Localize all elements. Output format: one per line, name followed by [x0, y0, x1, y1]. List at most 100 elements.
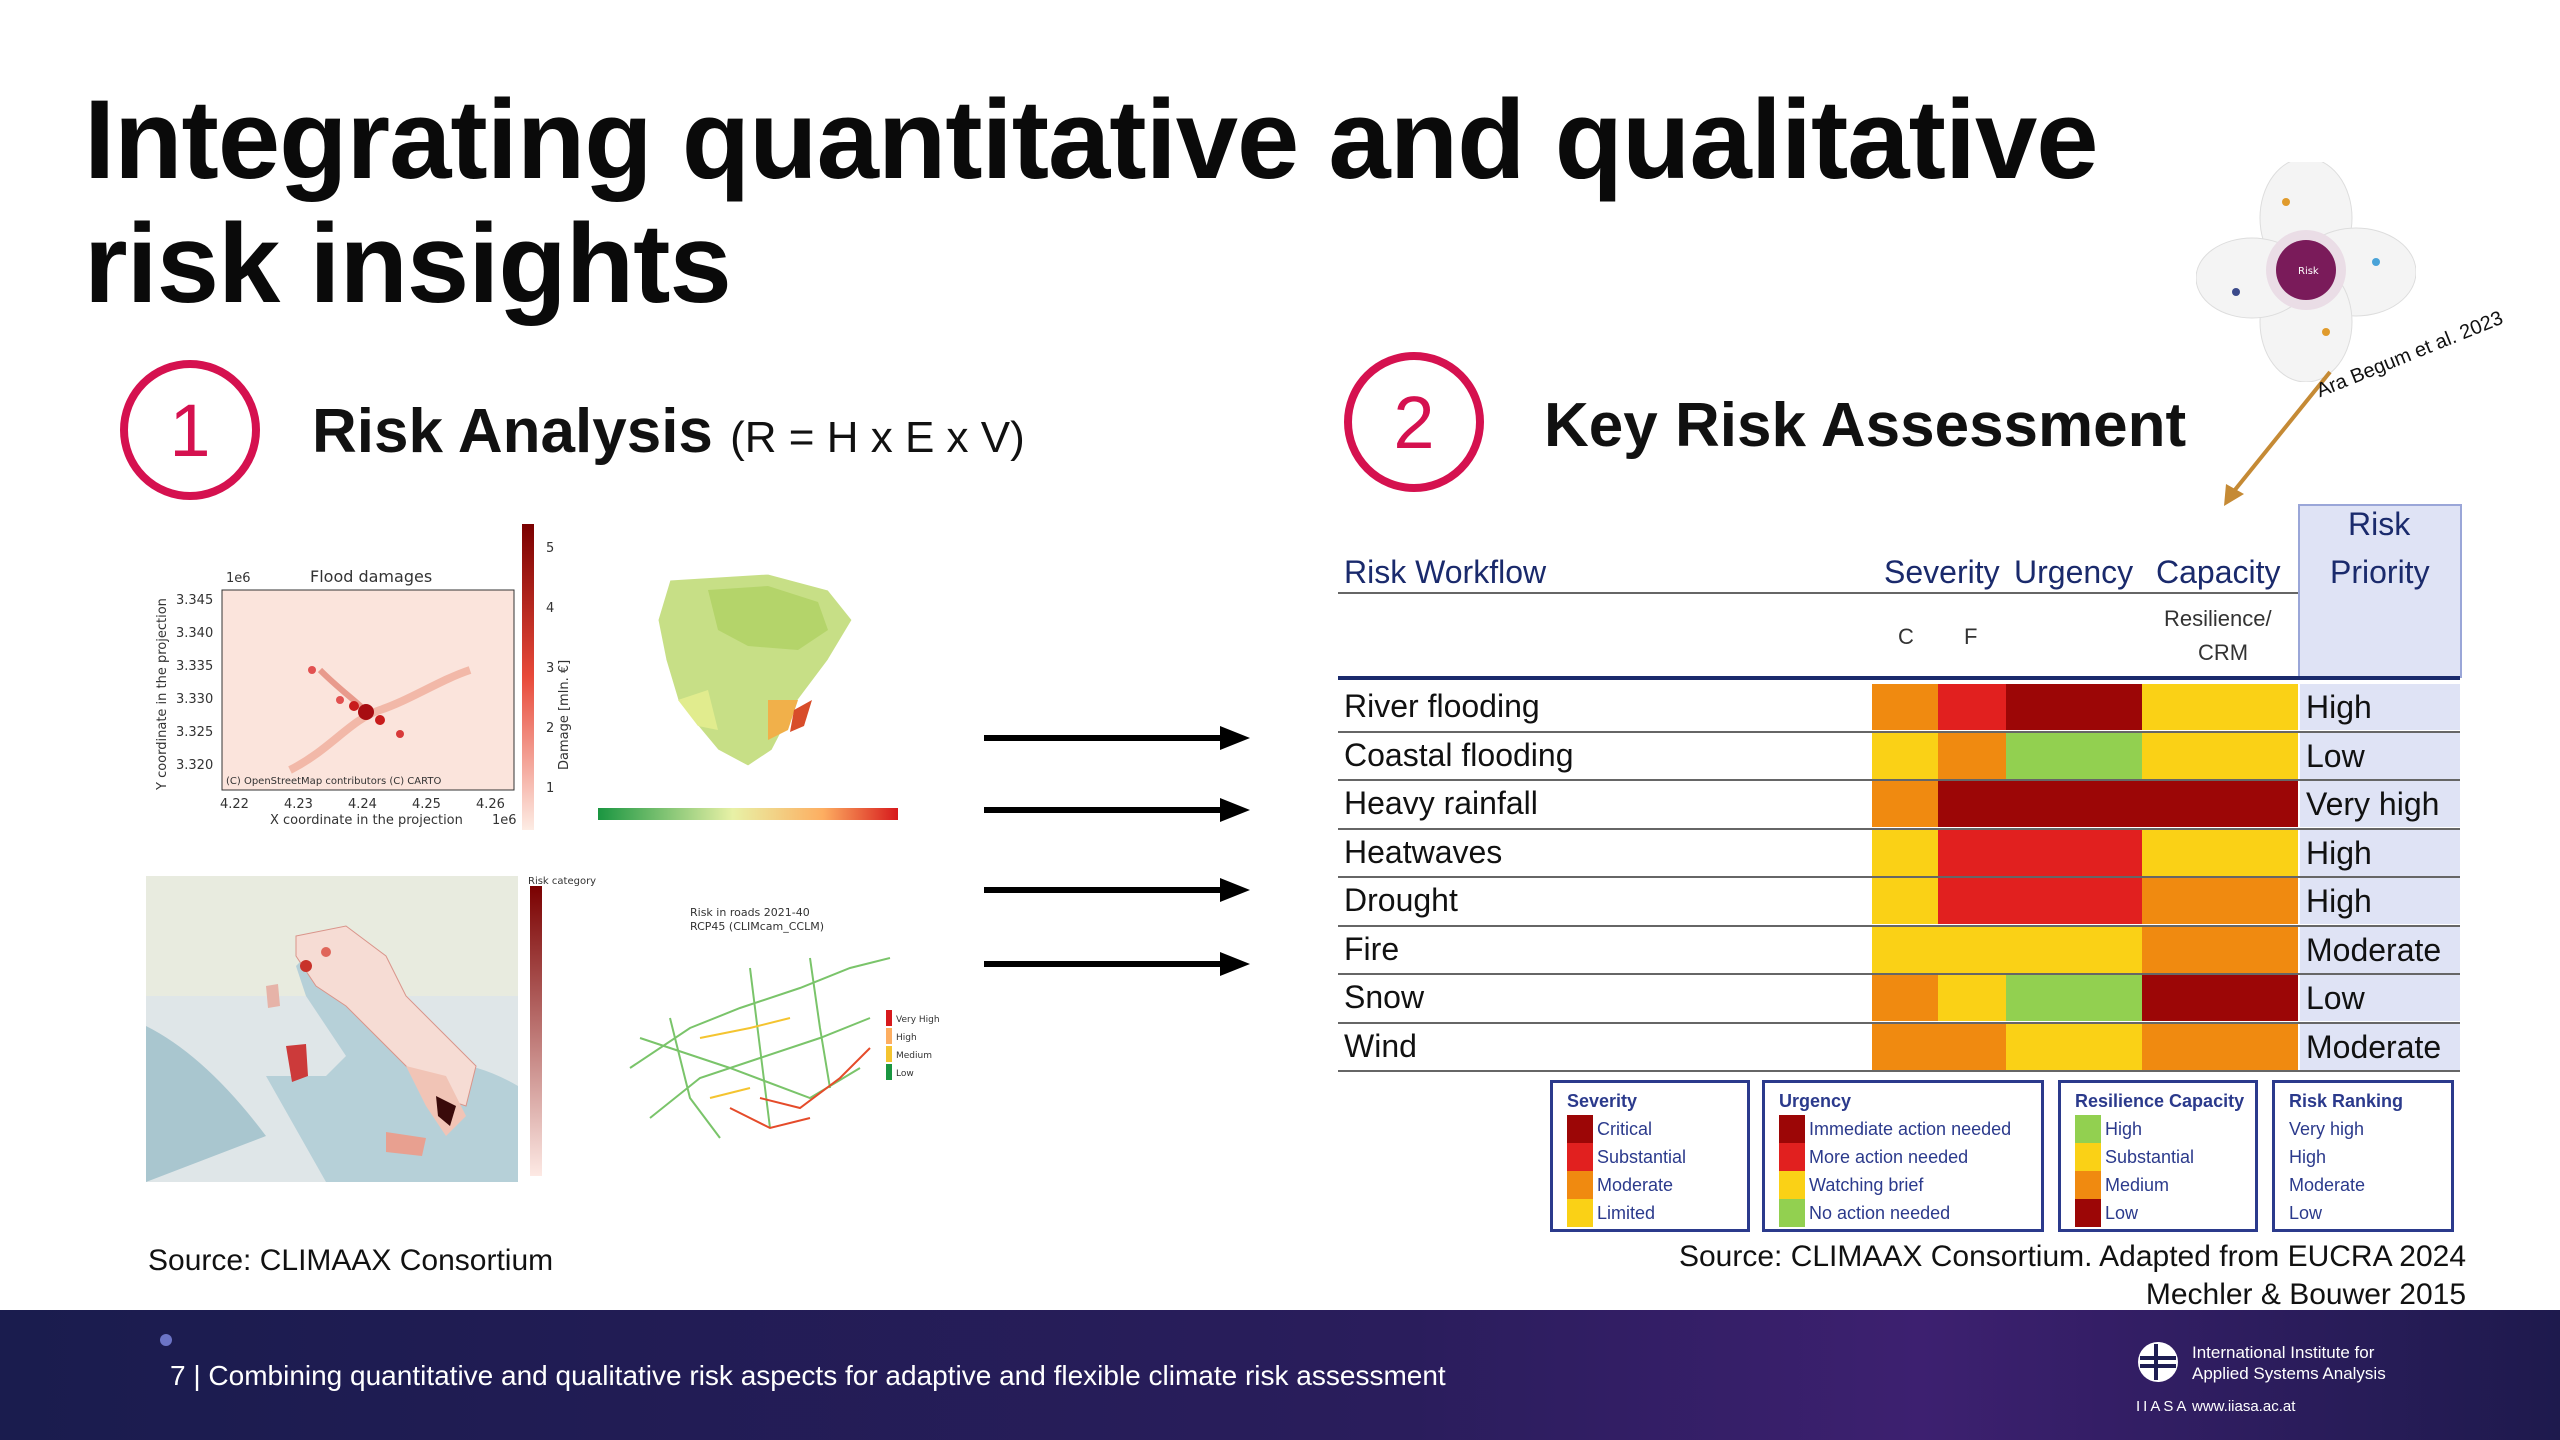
- catalonia-risk-map: [598, 550, 928, 830]
- iiasa-logo-icon: [2136, 1340, 2196, 1400]
- legend-item: High: [2289, 1143, 2437, 1171]
- risk-priority-cell: Low: [2300, 975, 2460, 1021]
- legend-label: High: [2105, 1119, 2142, 1140]
- risk-cell-f: [1938, 878, 2006, 924]
- risk-cell-c: [1872, 927, 1938, 973]
- risk-cell-capacity: [2142, 975, 2298, 1021]
- risk-row-label: Fire: [1344, 931, 1399, 968]
- iiasa-org-line-2: Applied Systems Analysis: [2192, 1363, 2386, 1384]
- risk-cell-urgency: [2006, 830, 2142, 876]
- risk-row-label: Drought: [1344, 882, 1458, 919]
- risk-cell-f: [1938, 927, 2006, 973]
- risk-priority-cell: High: [2300, 830, 2460, 876]
- legend-swatch: [1567, 1115, 1593, 1143]
- header-capacity: Capacity: [2156, 554, 2281, 591]
- roads-chart-title: Risk in roads 2021-40: [690, 906, 810, 919]
- legend-item: Low: [2289, 1199, 2437, 1227]
- risk-cell-f: [1938, 1024, 2006, 1070]
- legend-label: Substantial: [1597, 1147, 1686, 1168]
- flood-attribution: (C) OpenStreetMap contributors (C) CARTO: [226, 776, 441, 787]
- flood-ytick-5: 3.325: [176, 725, 213, 740]
- footer-bar: 7 | Combining quantitative and qualitati…: [0, 1310, 2560, 1440]
- section-1-number: 1: [120, 360, 260, 500]
- legend-swatch: [2075, 1171, 2101, 1199]
- key-risk-figure: Risk: [2196, 162, 2416, 382]
- arrow-1: [984, 726, 1250, 750]
- legend-item: No action needed: [1779, 1199, 2027, 1227]
- risk-cell-capacity: [2142, 878, 2298, 924]
- risk-cell-capacity: [2142, 781, 2298, 827]
- legend-ranking: Risk Ranking Very high High Moderate Low: [2272, 1080, 2454, 1232]
- legend-urgency: Urgency Immediate action needed More act…: [1762, 1080, 2044, 1232]
- legend-item: Immediate action needed: [1779, 1115, 2027, 1143]
- italy-colorbar-label: Risk category: [528, 876, 596, 887]
- risk-row-label: Heavy rainfall: [1344, 785, 1538, 822]
- legend-item: Watching brief: [1779, 1171, 2027, 1199]
- header-risk: Risk: [2348, 506, 2410, 543]
- flood-xtick-5: 4.26: [476, 797, 505, 812]
- legend-swatch: [1567, 1143, 1593, 1171]
- colorbar-tick-4: 4: [546, 601, 554, 616]
- legend-swatch: [2075, 1143, 2101, 1171]
- section-1-formula: (R = H x E x V): [730, 413, 1025, 462]
- roads-legend-medium: Medium: [896, 1051, 932, 1061]
- flood-chart-title: Flood damages: [310, 567, 432, 586]
- flood-ytick-3: 3.335: [176, 659, 213, 674]
- legend-item: Moderate: [1567, 1171, 1733, 1199]
- flood-ytick-2: 3.340: [176, 626, 213, 641]
- iiasa-org-name: International Institute for Applied Syst…: [2192, 1342, 2386, 1384]
- flood-xscale: 1e6: [492, 813, 517, 828]
- risk-cell-c: [1872, 733, 1938, 779]
- legend-urgency-title: Urgency: [1779, 1091, 2027, 1112]
- risk-cell-urgency: [2006, 781, 2142, 827]
- colorbar-label: Damage [mln. €]: [557, 660, 572, 770]
- arrow-2: [984, 798, 1250, 822]
- risk-cell-urgency: [2006, 927, 2142, 973]
- footer-text: 7 | Combining quantitative and qualitati…: [170, 1360, 1446, 1392]
- section-2-title: Key Risk Assessment: [1544, 390, 2186, 461]
- legend-swatch: [2075, 1199, 2101, 1227]
- subheader-f: F: [1964, 624, 1977, 650]
- flood-damages-chart: Flood damages 1e6 3.345 3.340 3.335 3.33…: [140, 520, 580, 840]
- header-severity: Severity: [1884, 554, 2000, 591]
- subheader-crm: CRM: [2198, 640, 2248, 666]
- risk-priority-cell: Very high: [2300, 781, 2460, 827]
- legend-label: Immediate action needed: [1809, 1119, 2011, 1140]
- legend-label: Very high: [2289, 1119, 2364, 1140]
- legend-label: Substantial: [2105, 1147, 2194, 1168]
- risk-priority-cell: High: [2300, 684, 2460, 730]
- colorbar-tick-5: 5: [546, 541, 554, 556]
- risk-cell-f: [1938, 781, 2006, 827]
- risk-cell-urgency: [2006, 975, 2142, 1021]
- risk-cell-c: [1872, 975, 1938, 1021]
- legend-label: Low: [2105, 1203, 2138, 1224]
- legend-resilience: Resilience Capacity High Substantial Med…: [2058, 1080, 2258, 1232]
- legend-swatch: [1567, 1171, 1593, 1199]
- legend-item: Substantial: [1567, 1143, 1733, 1171]
- legend-swatch: [2075, 1115, 2101, 1143]
- colorbar-tick-2: 2: [546, 721, 554, 736]
- flood-ytick-6: 3.320: [176, 758, 213, 773]
- risk-cell-c: [1872, 684, 1938, 730]
- risk-priority-cell: Low: [2300, 733, 2460, 779]
- legend-label: Moderate: [1597, 1175, 1673, 1196]
- roads-legend-low: Low: [896, 1069, 914, 1079]
- legend-label: More action needed: [1809, 1147, 1968, 1168]
- colorbar-tick-1: 1: [546, 781, 554, 796]
- section-1-heading: Risk Analysis (R = H x E x V): [312, 396, 1025, 467]
- risk-row-label: Wind: [1344, 1028, 1417, 1065]
- key-risk-figure-label: Risk: [2298, 266, 2319, 277]
- legend-item: Substantial: [2075, 1143, 2241, 1171]
- legend-severity: Severity Critical Substantial Moderate L…: [1550, 1080, 1750, 1232]
- risk-cell-c: [1872, 1024, 1938, 1070]
- roads-risk-map: Risk in roads 2021-40 RCP45 (CLIMcam_CCL…: [610, 898, 950, 1168]
- section-2-source-line-1: Source: CLIMAAX Consortium. Adapted from…: [1679, 1240, 2466, 1274]
- legend-swatch: [1779, 1199, 1805, 1227]
- legend-ranking-title: Risk Ranking: [2289, 1091, 2437, 1112]
- risk-cell-c: [1872, 878, 1938, 924]
- risk-row-label: River flooding: [1344, 688, 1540, 725]
- iiasa-url: www.iiasa.ac.at: [2192, 1398, 2295, 1415]
- header-priority: Priority: [2330, 554, 2430, 591]
- risk-cell-f: [1938, 830, 2006, 876]
- colorbar-tick-3: 3: [546, 661, 554, 676]
